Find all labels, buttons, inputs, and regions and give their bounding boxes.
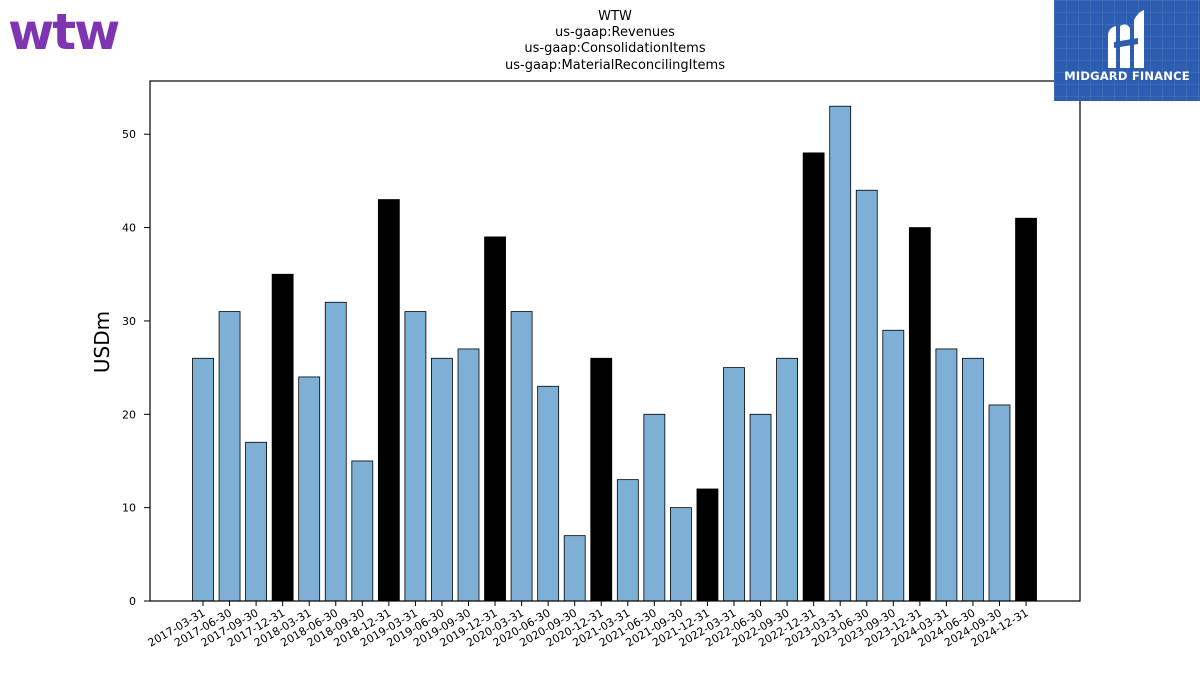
y-axis-label: USDm (90, 311, 114, 373)
y-tick-label: 40 (122, 222, 136, 235)
bar (218, 311, 241, 602)
bar (298, 376, 321, 602)
y-tick-label: 0 (129, 595, 136, 608)
midgard-finance-text: MIDGARD FINANCE (1064, 69, 1190, 83)
bar (643, 413, 666, 602)
x-axis: 2017-03-312017-06-302017-09-302017-12-31… (146, 601, 1031, 650)
chart-title-line: us-gaap:Revenues (555, 25, 675, 40)
wtw-logo: wtw (8, 3, 120, 61)
bar (882, 329, 905, 602)
plot-frame (149, 80, 1081, 602)
bar (245, 441, 268, 602)
y-tick-label: 30 (122, 315, 136, 328)
bar (351, 460, 374, 602)
y-axis: 0 10 20 30 40 50 (122, 128, 150, 608)
bar (457, 348, 480, 602)
bar (802, 152, 825, 602)
bar (908, 227, 931, 602)
bar (988, 404, 1011, 602)
bar (431, 357, 453, 602)
bar-series (192, 105, 1037, 602)
bar (855, 189, 878, 602)
bar (696, 488, 719, 602)
chart-title: WTW us-gaap:Revenues us-gaap:Consolidati… (505, 9, 725, 73)
bar (590, 357, 613, 602)
bar (404, 311, 427, 602)
midgard-finance-mark-icon (1108, 10, 1144, 68)
y-tick-label: 50 (122, 128, 136, 141)
y-tick-label: 20 (122, 408, 136, 421)
chart-title-line: WTW (598, 9, 632, 24)
chart-title-line: us-gaap:ConsolidationItems (524, 41, 705, 56)
bar (1015, 217, 1037, 602)
chart-title-line: us-gaap:MaterialReconcilingItems (505, 58, 725, 73)
bar (616, 479, 639, 602)
bar (377, 199, 400, 602)
bar (484, 236, 506, 602)
bar (537, 385, 560, 602)
bar (935, 348, 958, 602)
bar (776, 357, 798, 602)
midgard-finance-logo: MIDGARD FINANCE (1054, 0, 1200, 101)
y-tick-label: 10 (122, 502, 136, 515)
bar (271, 273, 294, 602)
bar (192, 357, 214, 602)
bar (829, 105, 852, 602)
bar (324, 301, 347, 602)
bar (563, 535, 586, 602)
bar (670, 507, 692, 602)
bar (962, 357, 984, 602)
bar (510, 311, 533, 602)
bar (723, 367, 745, 602)
bar (749, 413, 772, 602)
